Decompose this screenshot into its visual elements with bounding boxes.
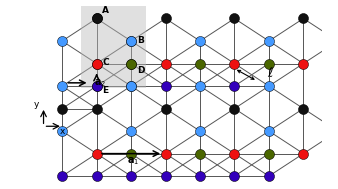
Text: y: y — [33, 100, 39, 109]
Point — [266, 84, 272, 88]
Text: D: D — [137, 66, 144, 75]
Text: B: B — [137, 36, 144, 45]
Point — [335, 40, 338, 43]
Point — [128, 62, 134, 65]
Point — [266, 62, 272, 65]
Point — [301, 152, 306, 155]
Point — [163, 107, 168, 110]
Point — [59, 84, 65, 88]
Text: C: C — [102, 58, 109, 67]
Point — [163, 152, 168, 155]
Text: $\mathbf{a}_1$: $\mathbf{a}_1$ — [126, 155, 139, 167]
Point — [128, 84, 134, 88]
Point — [128, 130, 134, 133]
Point — [301, 62, 306, 65]
Point — [301, 107, 306, 110]
Point — [128, 84, 134, 88]
Point — [197, 62, 203, 65]
Point — [163, 84, 168, 88]
Point — [128, 62, 134, 65]
Point — [94, 62, 99, 65]
Point — [197, 152, 203, 155]
Point — [163, 62, 168, 65]
Point — [232, 84, 237, 88]
Text: x: x — [60, 126, 66, 136]
Point — [94, 152, 99, 155]
Point — [94, 107, 99, 110]
Text: A: A — [102, 6, 109, 15]
Point — [128, 152, 134, 155]
Point — [232, 17, 237, 20]
Point — [94, 175, 99, 178]
Point — [197, 175, 203, 178]
Point — [59, 107, 65, 110]
Point — [197, 40, 203, 43]
Point — [232, 107, 237, 110]
Point — [128, 40, 134, 43]
Point — [301, 17, 306, 20]
Point — [59, 40, 65, 43]
Point — [232, 175, 237, 178]
Bar — [80, 6, 146, 88]
Point — [94, 17, 99, 20]
Point — [335, 130, 338, 133]
Point — [163, 175, 168, 178]
Point — [266, 40, 272, 43]
Text: E: E — [102, 86, 108, 94]
Point — [197, 84, 203, 88]
Point — [163, 17, 168, 20]
Point — [94, 84, 99, 88]
Point — [266, 152, 272, 155]
Point — [128, 175, 134, 178]
Point — [94, 17, 99, 20]
Point — [232, 62, 237, 65]
Point — [197, 130, 203, 133]
Point — [59, 175, 65, 178]
Point — [59, 130, 65, 133]
Point — [232, 152, 237, 155]
Point — [266, 175, 272, 178]
Text: $\mathbf{a}_2$: $\mathbf{a}_2$ — [94, 77, 106, 89]
Point — [94, 84, 99, 88]
Point — [94, 62, 99, 65]
Point — [128, 40, 134, 43]
Text: $\ell$: $\ell$ — [267, 66, 274, 80]
Point — [266, 130, 272, 133]
